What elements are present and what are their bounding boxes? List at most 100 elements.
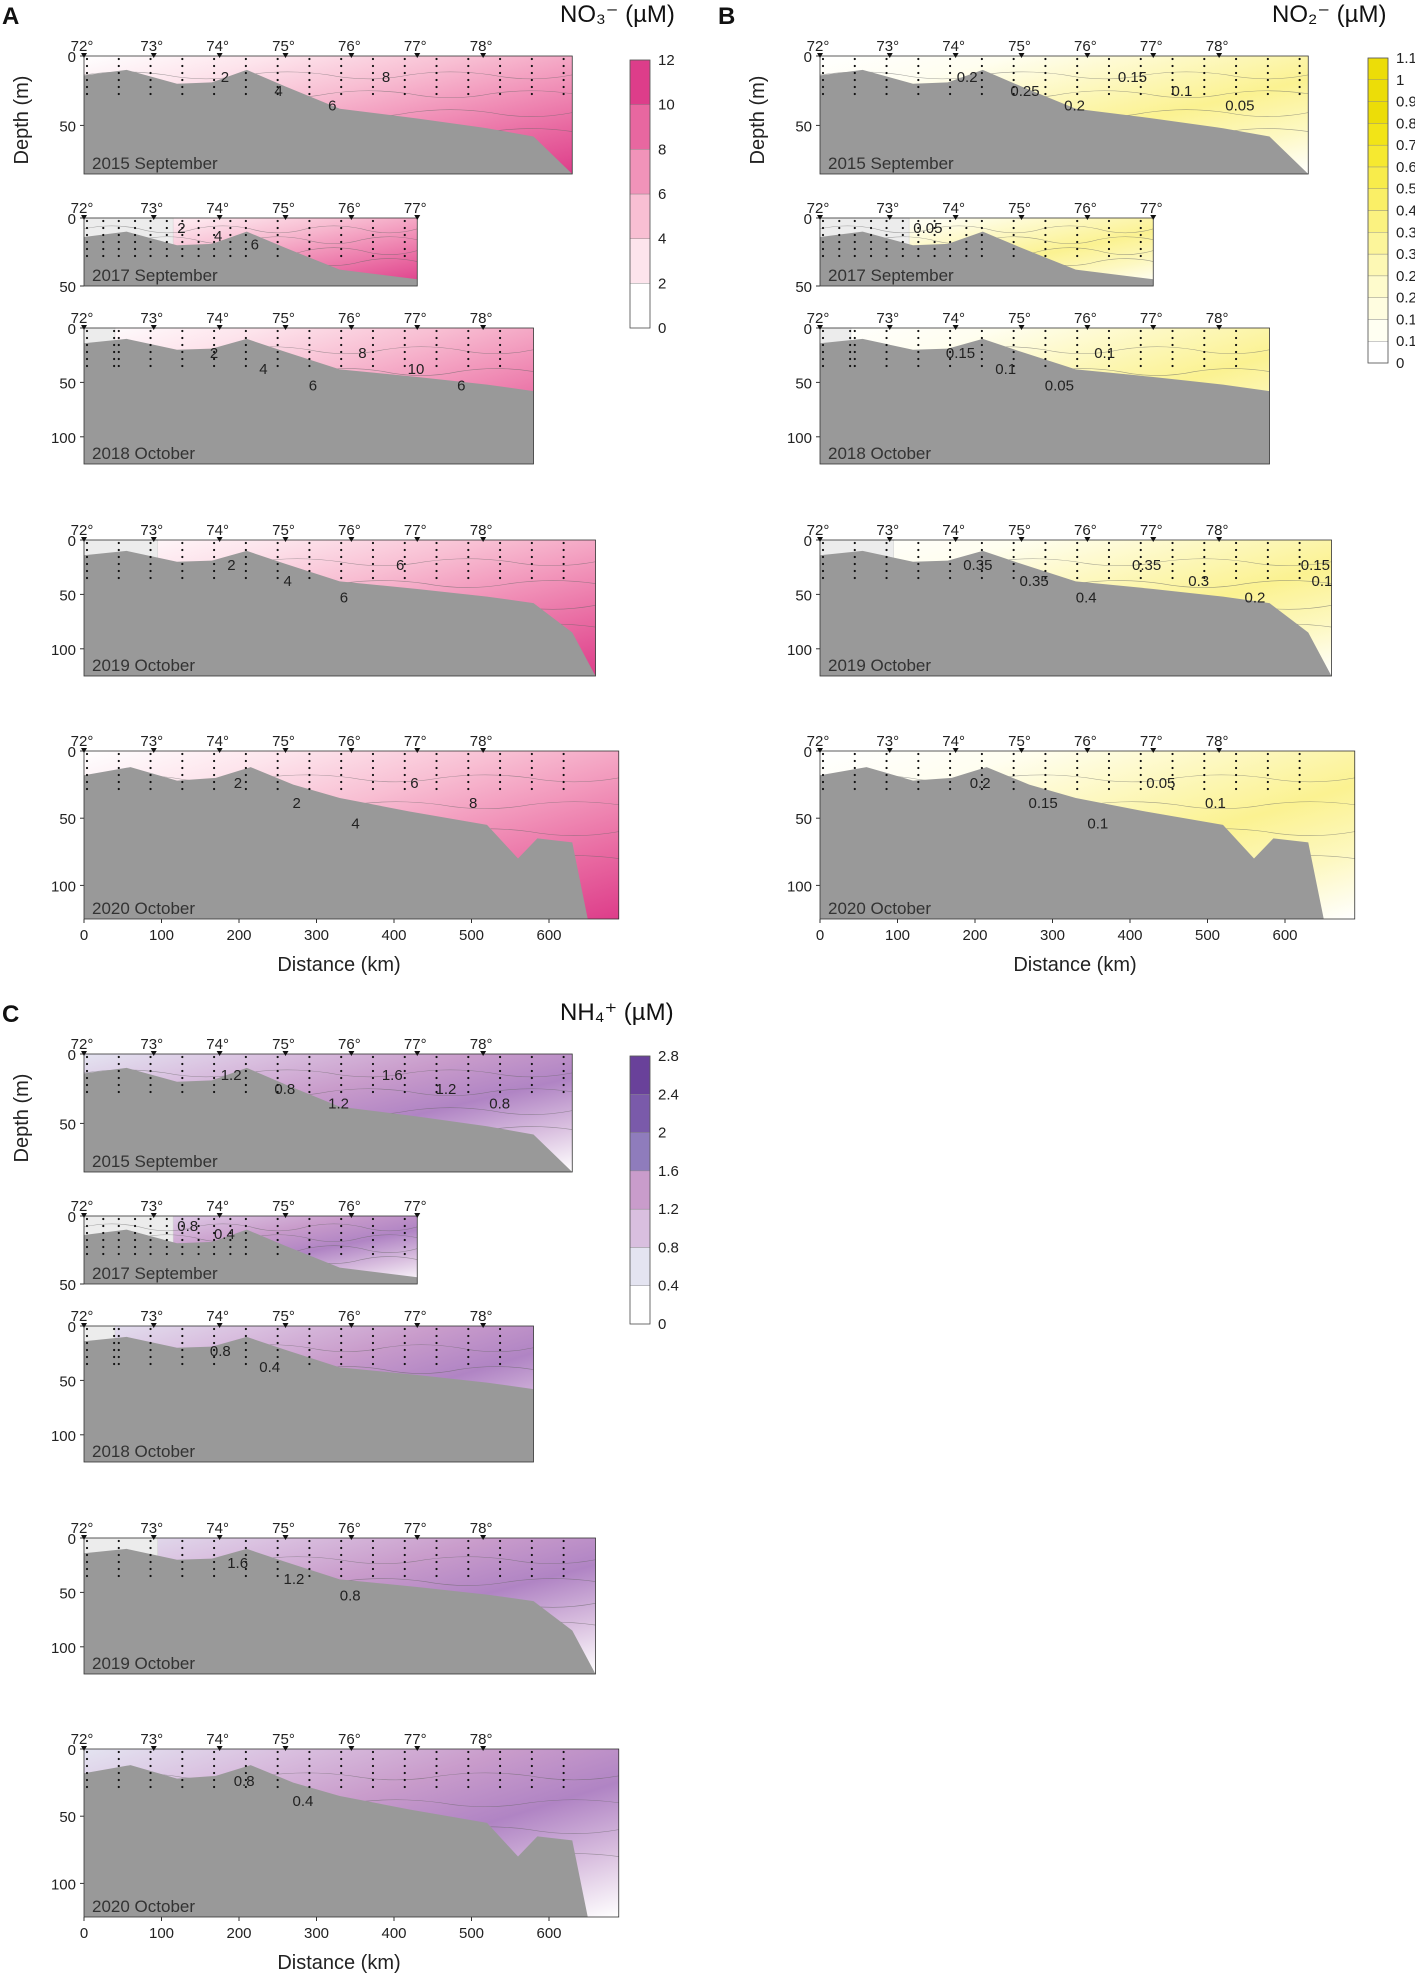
station-dot [1234,78,1238,82]
station-dot [403,1327,406,1331]
station-dot [917,57,920,61]
station-dot [85,1090,89,1094]
station-dot [117,240,120,244]
station-dot [213,787,216,791]
station-dot [1076,219,1079,223]
longitude-label: 76° [338,200,361,217]
longitude-label: 74° [206,1036,229,1053]
station-dot [1044,562,1047,566]
x-tick-label: 500 [459,1925,484,1942]
longitude-label: 74° [942,38,965,55]
station-dot [308,1771,311,1775]
station-dot [371,1750,375,1754]
station-dot [117,1334,120,1338]
station-dot [244,78,247,82]
station-dot [530,1553,533,1557]
station-dot [467,1750,470,1754]
station-dot [562,1055,565,1059]
longitude-marker [1084,215,1091,220]
station-dot [403,240,406,244]
station-dot [308,1231,311,1235]
station-dot [340,1245,343,1249]
station-dot [308,1560,311,1564]
station-dot [340,1231,343,1235]
station-dot [85,343,89,347]
longitude-marker [817,325,823,330]
station-dot [85,548,89,552]
station-dot [181,1362,184,1366]
station-dot [917,219,920,223]
station-dot [213,1750,216,1754]
station-dot [181,1224,184,1228]
station-dot [1139,541,1142,545]
station-dot [371,773,375,777]
station-dot [917,364,920,368]
longitude-label: 78° [1206,522,1229,539]
station-dot [885,548,888,552]
station-dot [276,1778,279,1782]
station-dot [403,1231,406,1235]
station-dot [340,336,343,340]
station-dot [244,92,247,96]
station-dot [1107,92,1111,96]
station-dot [197,1245,200,1249]
longitude-marker [216,537,223,542]
longitude-label: 78° [470,522,493,539]
station-dot [1044,548,1047,552]
station-dot [308,357,311,361]
station-dot [1012,219,1015,223]
station-dot [838,219,841,223]
station-dot [340,1062,343,1066]
contour-label: 0.35 [1132,557,1161,574]
station-dot [149,1062,152,1066]
station-dot [181,219,184,223]
station-dot [1171,92,1174,96]
station-dot [435,1785,438,1789]
station-dot [1203,752,1206,756]
station-dot [117,562,120,566]
station-dot [213,71,216,75]
station-dot [1203,85,1206,89]
station-dot [85,240,89,244]
longitude-label: 77° [404,1198,427,1215]
station-dot [213,1327,216,1331]
station-dot [403,329,406,333]
station-dot [276,92,279,96]
station-dot [181,57,184,61]
station-dot [435,752,438,756]
station-dot [340,766,343,770]
station-dot [244,562,247,566]
station-dot [149,752,152,756]
station-dot [965,254,968,258]
station-dot [213,1217,216,1221]
station-dot [917,233,920,237]
station-dot [435,1334,438,1338]
x-tick-label: 600 [1272,927,1297,944]
colorbar-tick-label: 0.4 [1396,203,1415,220]
station-dot [276,240,279,244]
station-dot [1012,240,1015,244]
station-dot [435,329,438,333]
station-dot [901,254,904,258]
station-dot [403,343,406,347]
station-dot [117,541,120,545]
station-dot [530,1574,533,1578]
station-dot [276,350,279,354]
station-dot [1203,562,1206,566]
station-dot [885,787,888,791]
colorbar-swatch [629,238,651,284]
station-dot [467,548,470,552]
station-dot [853,569,856,573]
station-dot [102,1238,105,1242]
station-dot [949,233,952,237]
colorbar-swatch [1367,188,1389,211]
station-dot [1234,64,1238,68]
station-dot [197,219,200,223]
station-dot [1234,336,1238,340]
station-dot [117,766,120,770]
longitude-marker [81,1746,87,1751]
station-dot [853,766,856,770]
contour-label: 0.8 [340,1588,361,1605]
longitude-marker [348,1051,355,1056]
colorbar-tick-label: 2 [658,1125,666,1142]
